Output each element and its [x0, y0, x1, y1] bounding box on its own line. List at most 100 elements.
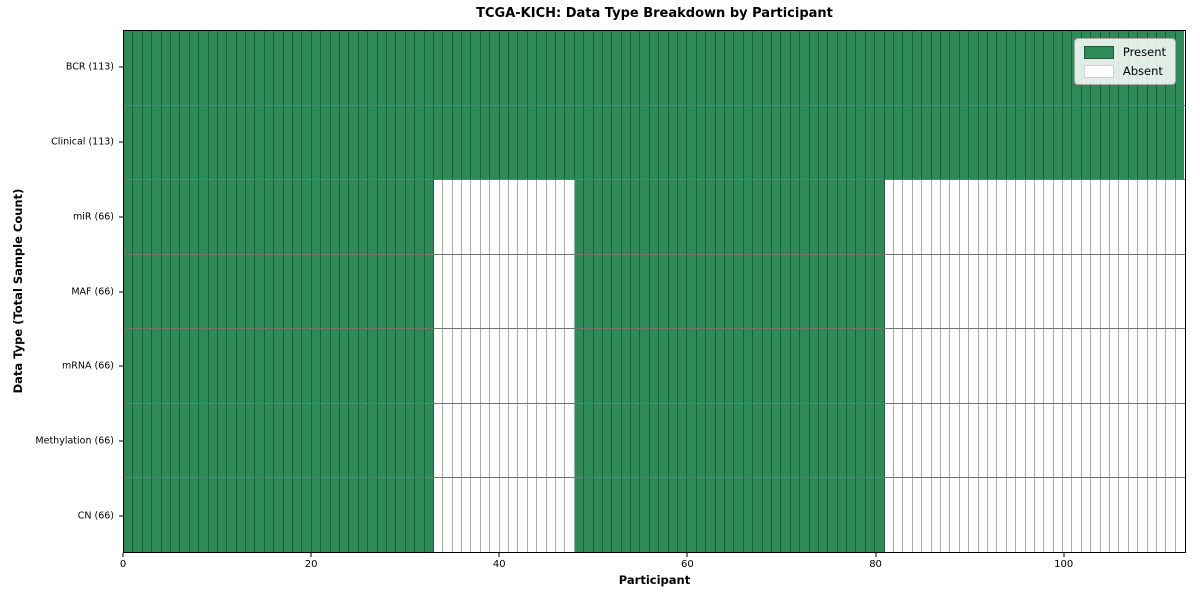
heatmap-cell [602, 254, 613, 329]
heatmap-cell [809, 105, 819, 180]
heatmap-cell [847, 403, 857, 478]
heatmap-cell [274, 254, 284, 329]
heatmap-cell [1044, 478, 1054, 553]
heatmap-cell [940, 403, 951, 478]
heatmap-cell [217, 31, 228, 105]
heatmap-cell [293, 31, 303, 105]
heatmap-cell [565, 254, 575, 329]
heatmap-cell [1091, 403, 1101, 478]
heatmap-cell [415, 180, 425, 254]
heatmap-cell [837, 403, 848, 478]
heatmap-cell [462, 31, 472, 105]
heatmap-cell [781, 254, 791, 329]
legend-entry-present: Present [1083, 45, 1166, 59]
heatmap-cell [940, 180, 951, 254]
heatmap-cell [612, 478, 622, 553]
x-tick-mark [122, 553, 124, 557]
heatmap-cell [1175, 254, 1185, 329]
heatmap-cell [537, 403, 547, 478]
heatmap-cell [330, 254, 340, 329]
heatmap-cell [433, 403, 444, 478]
heatmap-cell [283, 105, 294, 180]
heatmap-cell [753, 254, 763, 329]
heatmap-cell [1156, 254, 1167, 329]
heatmap-cell [1053, 403, 1064, 478]
heatmap-cell [1147, 329, 1157, 403]
heatmap-cell [715, 478, 725, 553]
heatmap-cell [246, 180, 256, 254]
heatmap-cell [574, 478, 585, 553]
heatmap-cell [743, 478, 754, 553]
heatmap-cell [584, 403, 594, 478]
heatmap-cell [668, 254, 679, 329]
heatmap-cell [640, 180, 650, 254]
heatmap-cell [987, 403, 998, 478]
heatmap-cell [349, 31, 359, 105]
heatmap-cell [161, 329, 171, 403]
heatmap-cell [931, 31, 941, 105]
heatmap-cell [208, 31, 218, 105]
heatmap-cell [180, 329, 190, 403]
heatmap-cell [396, 254, 406, 329]
heatmap-cell [969, 180, 979, 254]
x-tick-label: 60 [681, 559, 694, 570]
heatmap-cell [659, 254, 669, 329]
heatmap-cell [678, 105, 688, 180]
heatmap-cell [1128, 180, 1139, 254]
heatmap-cell [997, 403, 1007, 478]
heatmap-cell [415, 478, 425, 553]
heatmap-cell [1081, 105, 1092, 180]
heatmap-cell [997, 254, 1007, 329]
heatmap-cell [283, 403, 294, 478]
heatmap-cell [593, 329, 603, 403]
heatmap-cell [1016, 329, 1026, 403]
heatmap-cell [1100, 180, 1111, 254]
heatmap-cell [339, 254, 350, 329]
heatmap-cell [509, 478, 519, 553]
heatmap-cell [1147, 403, 1157, 478]
heatmap-cell [537, 254, 547, 329]
heatmap-cell [659, 403, 669, 478]
heatmap-cell [1166, 180, 1176, 254]
heatmap-cell [837, 329, 848, 403]
x-tick-mark [875, 553, 877, 557]
heatmap-cell [546, 478, 556, 553]
heatmap-cell [311, 105, 322, 180]
heatmap-cell [274, 478, 284, 553]
heatmap-cell [170, 478, 181, 553]
heatmap-cell [668, 478, 679, 553]
heatmap-cell [959, 31, 970, 105]
heatmap-cell [1025, 478, 1035, 553]
heatmap-cell [762, 329, 772, 403]
heatmap-cell [856, 329, 866, 403]
heatmap-cell [433, 329, 444, 403]
heatmap-cell [903, 180, 913, 254]
heatmap-cell [433, 180, 444, 254]
heatmap-cell [940, 31, 951, 105]
heatmap-cell [518, 403, 528, 478]
heatmap-cell [743, 31, 754, 105]
heatmap-cell [565, 403, 575, 478]
heatmap-cell [659, 329, 669, 403]
heatmap-cell [922, 180, 932, 254]
heatmap-cell [612, 254, 622, 329]
heatmap-cell [612, 31, 622, 105]
heatmap-cell [274, 180, 284, 254]
heatmap-cell [1175, 478, 1185, 553]
heatmap-cell [678, 403, 688, 478]
heatmap-cell [640, 329, 650, 403]
heatmap-cell [922, 31, 932, 105]
heatmap-cell [1016, 403, 1026, 478]
heatmap-cell [1072, 105, 1082, 180]
heatmap-cell [565, 329, 575, 403]
y-tick-mark [119, 216, 123, 218]
heatmap-cell [1110, 329, 1120, 403]
y-tick-label: Methylation (66) [35, 435, 114, 447]
heatmap-cell [236, 254, 247, 329]
heatmap-cell [790, 329, 801, 403]
heatmap-cell [706, 254, 716, 329]
heatmap-cell [771, 254, 782, 329]
heatmap-cell [170, 105, 181, 180]
heatmap-grid [124, 31, 1185, 553]
heatmap-cell [875, 478, 885, 553]
